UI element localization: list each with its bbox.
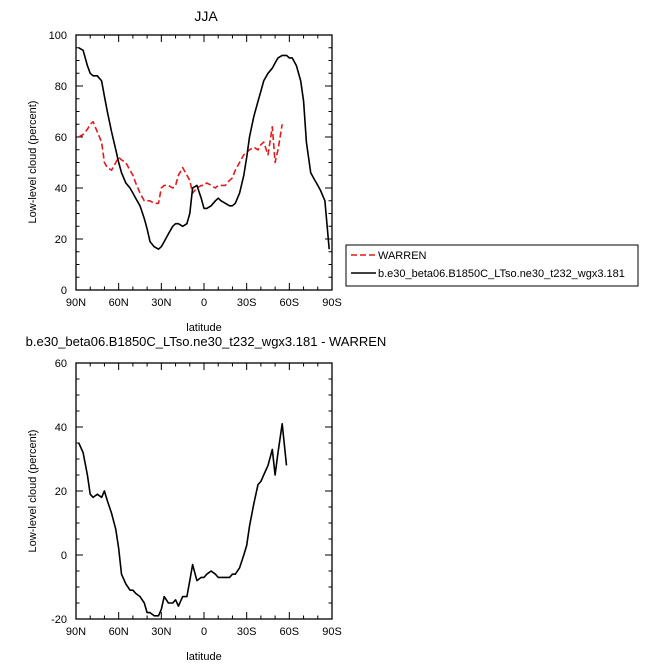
top-x-tick-label: 60S	[280, 297, 300, 309]
bottom-y-tick-label: 40	[55, 422, 67, 434]
top-y-tick-label: 100	[49, 30, 67, 42]
legend-box	[345, 244, 639, 287]
bottom-y-tick-label: 60	[55, 358, 67, 370]
bottom-y-tick-label: 20	[55, 486, 67, 498]
top-y-tick-label: 40	[55, 183, 67, 195]
bottom-y-tick-label: 0	[61, 550, 67, 562]
top-y-tick-label: 60	[55, 132, 67, 144]
top-series-line-model	[78, 47, 330, 250]
top-series-line-warren	[78, 120, 283, 205]
bottom-x-tick-label: 30S	[237, 626, 257, 638]
bottom-axis-ticks: 90N 60N 30N 0 30S 60S 90S -20 0 20 40 60	[51, 358, 342, 638]
legend-label-warren: WARREN	[378, 250, 427, 262]
top-panel: JJA 90N 60N 30N 0 30S 60S 90S 0 20 40 60 80 100 lati…	[27, 8, 639, 334]
top-x-tick-label: 60N	[109, 297, 129, 309]
top-x-tick-label: 30N	[151, 297, 171, 309]
top-axis-ticks: 90N 60N 30N 0 30S 60S 90S 0 20 40 60 80 100	[49, 30, 342, 309]
bottom-x-tick-label: 30N	[151, 626, 171, 638]
bottom-x-axis-label: latitude	[186, 651, 221, 663]
bottom-y-axis-label: Low-level cloud (percent)	[27, 430, 39, 553]
top-plot-frame	[75, 34, 333, 291]
legend-label-model: b.e30_beta06.B1850C_LTso.ne30_t232_wgx3.…	[378, 268, 625, 280]
top-x-tick-label: 90S	[322, 297, 342, 309]
bottom-x-tick-label: 60S	[280, 626, 300, 638]
bottom-x-tick-label: 0	[201, 626, 207, 638]
top-title: JJA	[194, 8, 218, 24]
bottom-series-line-difference	[78, 423, 288, 617]
top-y-axis-label: Low-level cloud (percent)	[27, 101, 39, 224]
bottom-x-tick-label: 90S	[322, 626, 342, 638]
bottom-x-tick-label: 90N	[66, 626, 86, 638]
bottom-y-tick-label: -20	[51, 614, 67, 626]
top-series-lines	[78, 47, 330, 250]
top-y-tick-label: 80	[55, 81, 67, 93]
bottom-x-tick-label: 60N	[109, 626, 129, 638]
top-x-tick-label: 90N	[66, 297, 86, 309]
bottom-series-lines	[78, 423, 288, 617]
top-y-tick-label: 0	[61, 285, 67, 297]
bottom-panel: b.e30_beta06.B1850C_LTso.ne30_t232_wgx3.…	[26, 334, 387, 663]
legend: WARREN b.e30_beta06.B1850C_LTso.ne30_t23…	[345, 244, 639, 287]
top-x-axis-label: latitude	[186, 322, 221, 334]
top-y-tick-label: 20	[55, 234, 67, 246]
top-x-tick-label: 30S	[237, 297, 257, 309]
bottom-plot-frame	[75, 362, 333, 620]
top-x-tick-label: 0	[201, 297, 207, 309]
bottom-title: b.e30_beta06.B1850C_LTso.ne30_t232_wgx3.…	[26, 334, 387, 349]
